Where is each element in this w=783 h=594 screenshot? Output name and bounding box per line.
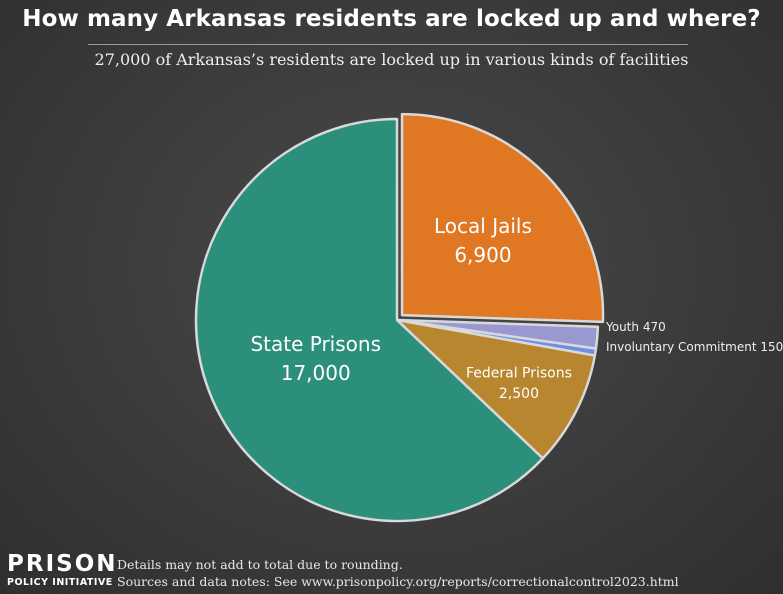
slice-name-involuntary-commitment: Involuntary Commitment (606, 340, 760, 354)
footer-notes: Details may not add to total due to roun… (117, 556, 679, 590)
pie-slices (194, 112, 605, 523)
slice-value-state-prisons: 17,000 (281, 361, 351, 385)
slice-label-local-jails: Local Jails (434, 214, 532, 238)
pie-slice-federal-prisons (395, 318, 597, 460)
pie-slice-local-jails (400, 112, 605, 324)
chart-title: How many Arkansas residents are locked u… (22, 6, 761, 32)
pie-labels: Local Jails 6,900 Youth 470 Involuntary Com… (250, 214, 783, 402)
rounding-note: Details may not add to total due to roun… (117, 557, 403, 572)
logo-line-1: PRISON (7, 551, 118, 577)
slice-label-involuntary-commitment: Involuntary Commitment 150 (606, 340, 783, 354)
pie-slice-state-prisons (194, 117, 545, 523)
logo-line-2: POLICY INITIATIVE (7, 577, 113, 588)
slice-name-youth: Youth (605, 320, 643, 334)
slice-label-state-prisons: State Prisons (250, 332, 381, 356)
slice-value-federal-prisons: 2,500 (499, 386, 539, 402)
slice-value-involuntary-commitment: 150 (760, 340, 783, 354)
slice-value-youth: 470 (643, 320, 666, 334)
prison-policy-logo: PRISON POLICY INITIATIVE (7, 551, 118, 589)
title-divider (88, 44, 688, 45)
chart-subtitle: 27,000 of Arkansas’s residents are locke… (94, 50, 689, 69)
sources-note: Sources and data notes: See www.prisonpo… (117, 574, 679, 589)
slice-label-federal-prisons: Federal Prisons (466, 366, 572, 382)
slice-value-local-jails: 6,900 (454, 243, 511, 267)
slice-label-youth: Youth 470 (605, 320, 666, 334)
